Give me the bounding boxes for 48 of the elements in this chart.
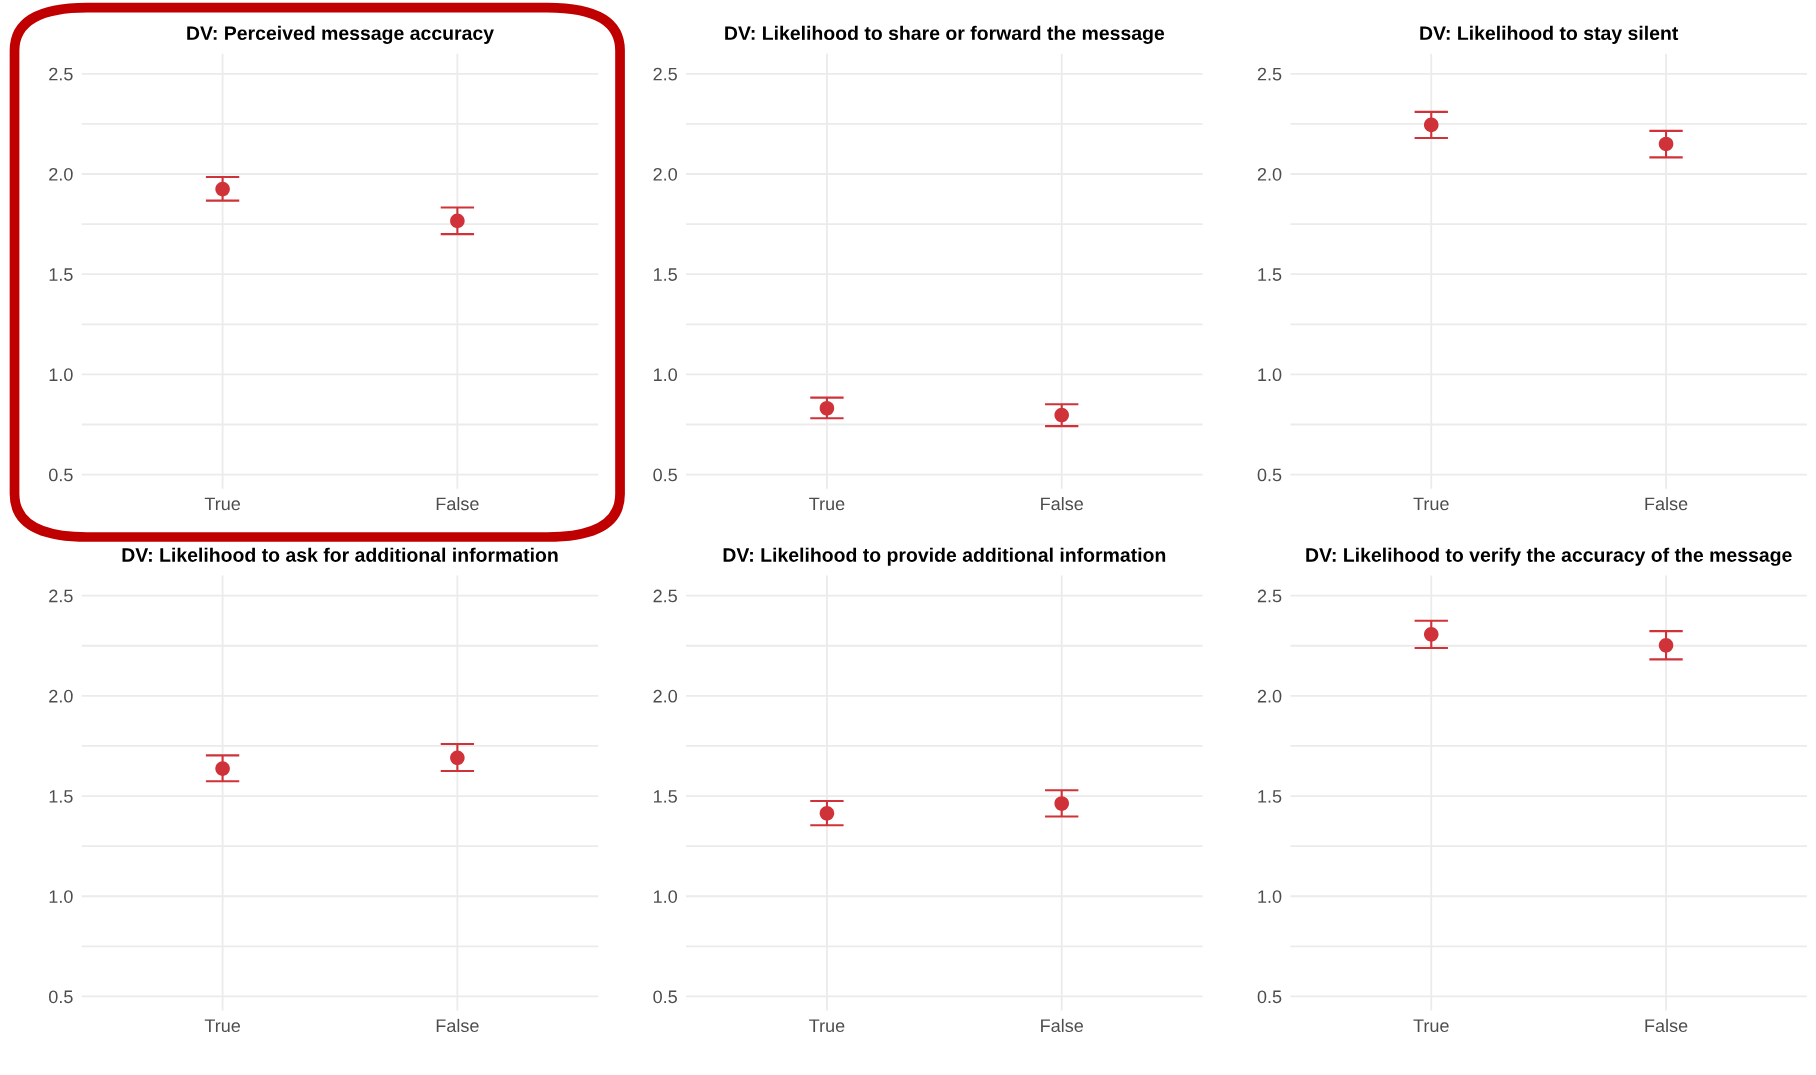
x-tick-label: False <box>1041 1018 1083 1033</box>
y-tick-label: 2.5 <box>49 589 73 603</box>
x-tick-label: True <box>809 497 845 511</box>
y-tick-label: 1.5 <box>49 790 73 803</box>
y-tick-label: 1.5 <box>654 790 677 803</box>
y-tick-label: 2.5 <box>1257 589 1282 603</box>
y-tick-label: 1.0 <box>654 368 678 382</box>
y-tick-label: 1.5 <box>1258 268 1282 281</box>
x-tick-label: False <box>1645 1018 1688 1033</box>
y-tick-label: 2.0 <box>653 689 678 703</box>
y-tick-label: 2.5 <box>653 589 677 603</box>
y-tick-label: 0.5 <box>653 990 677 1004</box>
y-tick-label: 1.0 <box>49 368 73 382</box>
x-tick-label: True <box>1413 497 1449 511</box>
x-tick-label: True <box>204 497 241 511</box>
y-tick-label: 2.0 <box>653 167 678 181</box>
y-tick-label: 1.0 <box>1258 368 1282 382</box>
y-tick-label: 1.0 <box>49 890 73 903</box>
chart-title: DV: Likelihood to verify the accuracy of the message <box>1306 547 1792 566</box>
x-tick-label: False <box>436 1018 479 1033</box>
y-tick-label: 0.5 <box>1257 468 1282 482</box>
y-tick-label: 2.5 <box>653 67 677 81</box>
x-tick-label: True <box>809 1019 845 1033</box>
y-tick-label: 2.0 <box>1257 167 1282 181</box>
x-tick-label: False <box>1041 496 1083 511</box>
x-tick-label: True <box>204 1019 241 1033</box>
chart-title: DV: Perceived message accuracy <box>187 25 494 44</box>
chart-title: DV: Likelihood to ask for additional information <box>122 547 558 562</box>
y-tick-label: 1.5 <box>1258 790 1282 803</box>
y-tick-label: 2.5 <box>49 67 73 81</box>
chart-title: DV: Likelihood to share or forward the message <box>725 25 1165 44</box>
y-tick-label: 2.0 <box>49 689 73 703</box>
y-tick-label: 2.0 <box>49 167 73 181</box>
y-tick-label: 0.5 <box>48 990 73 1004</box>
x-tick-label: True <box>1413 1019 1449 1033</box>
x-tick-label: False <box>1645 496 1688 511</box>
chart-title: DV: Likelihood to stay silent <box>1420 25 1679 44</box>
chart-title: DV: Likelihood to provide additional information <box>723 547 1166 566</box>
y-tick-label: 1.0 <box>1258 890 1282 903</box>
y-tick-label: 1.0 <box>654 890 678 903</box>
y-tick-label: 1.5 <box>654 268 677 281</box>
y-tick-label: 0.5 <box>1257 990 1282 1004</box>
y-tick-label: 0.5 <box>653 468 677 482</box>
y-tick-label: 2.0 <box>1257 689 1282 703</box>
x-tick-label: False <box>436 496 479 511</box>
y-tick-label: 2.5 <box>1257 67 1282 81</box>
y-tick-label: 1.5 <box>49 268 73 281</box>
y-tick-label: 0.5 <box>48 468 73 482</box>
